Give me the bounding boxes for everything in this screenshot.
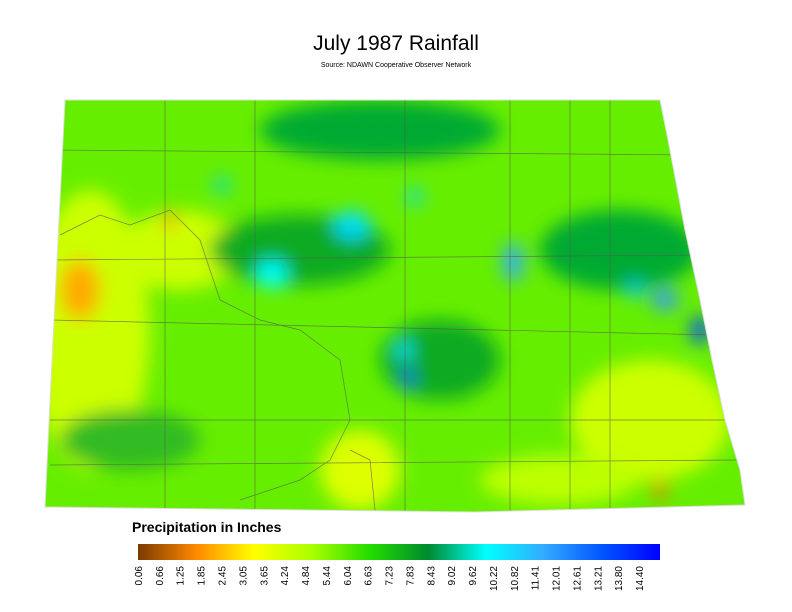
- county-lines: [49, 100, 741, 512]
- colorbar-tick-label: 13.21: [593, 566, 604, 591]
- colorbar-tick-label: 4.24: [280, 566, 291, 586]
- state-outline: [44, 99, 746, 513]
- colorbar-tick-label: 9.62: [468, 566, 479, 586]
- colorbar-tick-label: 6.04: [343, 566, 354, 586]
- colorbar: [138, 544, 660, 560]
- colorbar-tick-label: 8.43: [426, 566, 437, 586]
- legend-title: Precipitation in Inches: [132, 519, 282, 535]
- colorbar-tick-label: 0.06: [134, 566, 145, 586]
- colorbar-tick-label: 3.05: [238, 566, 249, 586]
- colorbar-tick-label: 10.82: [510, 566, 521, 591]
- colorbar-tick-label: 4.84: [301, 566, 312, 586]
- colorbar-tick-label: 6.63: [364, 566, 375, 586]
- colorbar-tick-label: 2.45: [218, 566, 229, 586]
- colorbar-tick-label: 9.02: [447, 566, 458, 586]
- subtitle: Source: NDAWN Cooperative Observer Netwo…: [321, 62, 472, 69]
- colorbar-tick-label: 13.80: [614, 566, 625, 591]
- colorbar-tick-label: 7.23: [385, 566, 396, 586]
- colorbar-tick-label: 12.01: [552, 566, 563, 591]
- rainfall-surface: [45, 100, 745, 512]
- colorbar-tick-label: 3.65: [259, 566, 270, 586]
- colorbar-tick-label: 11.41: [531, 566, 542, 591]
- colorbar-tick-label: 12.61: [572, 566, 583, 591]
- colorbar-tick-label: 14.40: [635, 566, 646, 591]
- colorbar-tick-label: 7.83: [405, 566, 416, 586]
- colorbar-tick-label: 5.44: [322, 566, 333, 586]
- colorbar-tick-label: 0.66: [155, 566, 166, 586]
- colorbar-tick-label: 1.85: [197, 566, 208, 586]
- colorbar-tick-label: 10.22: [489, 566, 500, 591]
- title: July 1987 Rainfall: [313, 32, 479, 55]
- colorbar-tick-label: 1.25: [176, 566, 187, 586]
